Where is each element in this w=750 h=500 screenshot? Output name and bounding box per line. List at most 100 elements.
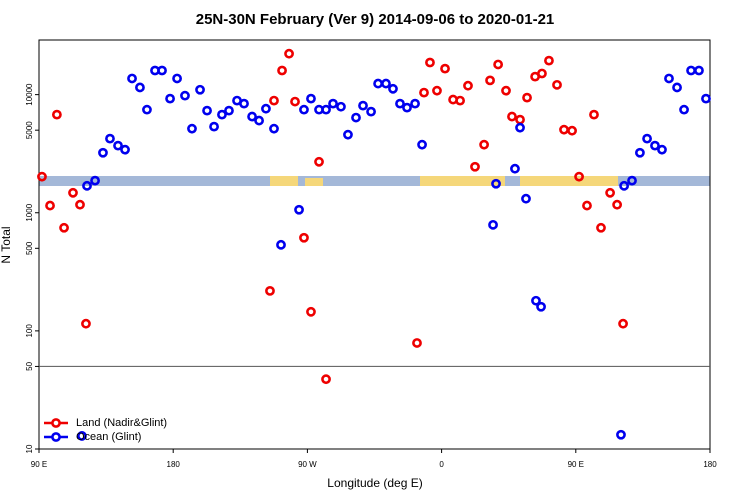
point: [276, 239, 286, 250]
point: [68, 187, 78, 198]
y-tick-label: 5000: [25, 121, 34, 139]
legend-marker: [51, 418, 61, 428]
point: [299, 104, 309, 115]
point: [165, 93, 175, 104]
point: [239, 98, 249, 109]
point: [37, 171, 47, 182]
point: [686, 65, 696, 76]
point: [544, 55, 554, 66]
point: [470, 161, 480, 172]
point: [81, 318, 91, 329]
legend-label: Land (Nadir&Glint): [76, 417, 167, 429]
point: [366, 106, 376, 117]
point: [417, 139, 427, 150]
point: [522, 92, 532, 103]
point: [507, 111, 517, 122]
point: [642, 133, 652, 144]
point: [612, 199, 623, 210]
point: [321, 374, 331, 385]
y-tick-label: 1000: [25, 203, 34, 221]
point: [351, 112, 361, 123]
point: [627, 175, 637, 186]
point: [488, 219, 498, 230]
point: [440, 63, 450, 74]
point: [261, 103, 271, 114]
point: [284, 48, 294, 59]
point: [209, 121, 219, 132]
point: [619, 180, 630, 191]
point: [515, 114, 525, 125]
point: [59, 222, 69, 233]
point: [605, 187, 615, 198]
y-axis-label: N Total: [0, 226, 13, 263]
point: [82, 180, 92, 191]
point: [419, 87, 429, 98]
point: [247, 111, 257, 122]
y-tick-label: 50: [25, 361, 34, 370]
point: [589, 109, 599, 120]
x-tick-label: 90 W: [298, 460, 317, 469]
point: [510, 163, 520, 174]
point: [521, 193, 531, 204]
chart-title: 25N-30N February (Ver 9) 2014-09-06 to 2…: [196, 11, 555, 28]
point: [75, 199, 85, 210]
point: [314, 156, 324, 167]
point: [679, 104, 689, 115]
point: [537, 68, 547, 79]
point: [98, 147, 108, 158]
point: [373, 78, 383, 89]
point: [294, 204, 304, 215]
point: [120, 144, 130, 155]
point: [582, 200, 592, 211]
point: [493, 59, 504, 70]
point: [531, 295, 541, 306]
point: [45, 200, 55, 211]
point: [321, 104, 331, 115]
point: [224, 105, 234, 116]
plot-frame: [38, 39, 711, 450]
point: [463, 80, 473, 91]
point: [187, 123, 197, 134]
point: [567, 125, 577, 136]
point: [412, 338, 422, 348]
point: [336, 101, 346, 112]
point: [479, 139, 489, 150]
point: [358, 100, 368, 111]
point: [455, 95, 465, 106]
point: [657, 144, 667, 155]
x-tick-label: 0: [439, 460, 444, 469]
point: [596, 222, 606, 233]
point: [650, 140, 660, 151]
point: [180, 90, 190, 101]
point: [559, 124, 569, 135]
point: [536, 301, 546, 312]
y-tick-label: 10: [25, 444, 34, 453]
legend-label: Ocean (Glint): [76, 431, 141, 443]
point: [328, 98, 338, 109]
point: [635, 147, 645, 158]
point: [202, 105, 212, 116]
point: [491, 178, 501, 189]
point: [672, 82, 682, 93]
point: [135, 82, 145, 93]
point: [195, 84, 205, 95]
point: [299, 232, 309, 243]
y-tick-label: 500: [25, 241, 34, 255]
point: [501, 85, 511, 96]
x-tick-label: 90 E: [31, 460, 47, 469]
point: [616, 429, 626, 440]
point: [306, 93, 316, 104]
point: [290, 96, 300, 107]
point: [306, 306, 316, 317]
point: [381, 78, 391, 89]
point: [395, 98, 405, 109]
point: [77, 431, 87, 441]
point: [618, 318, 628, 329]
point: [552, 79, 562, 90]
point: [402, 102, 412, 113]
point: [90, 175, 100, 186]
legend-marker: [51, 432, 61, 442]
point: [113, 140, 123, 151]
y-tick-label: 100: [25, 324, 34, 338]
